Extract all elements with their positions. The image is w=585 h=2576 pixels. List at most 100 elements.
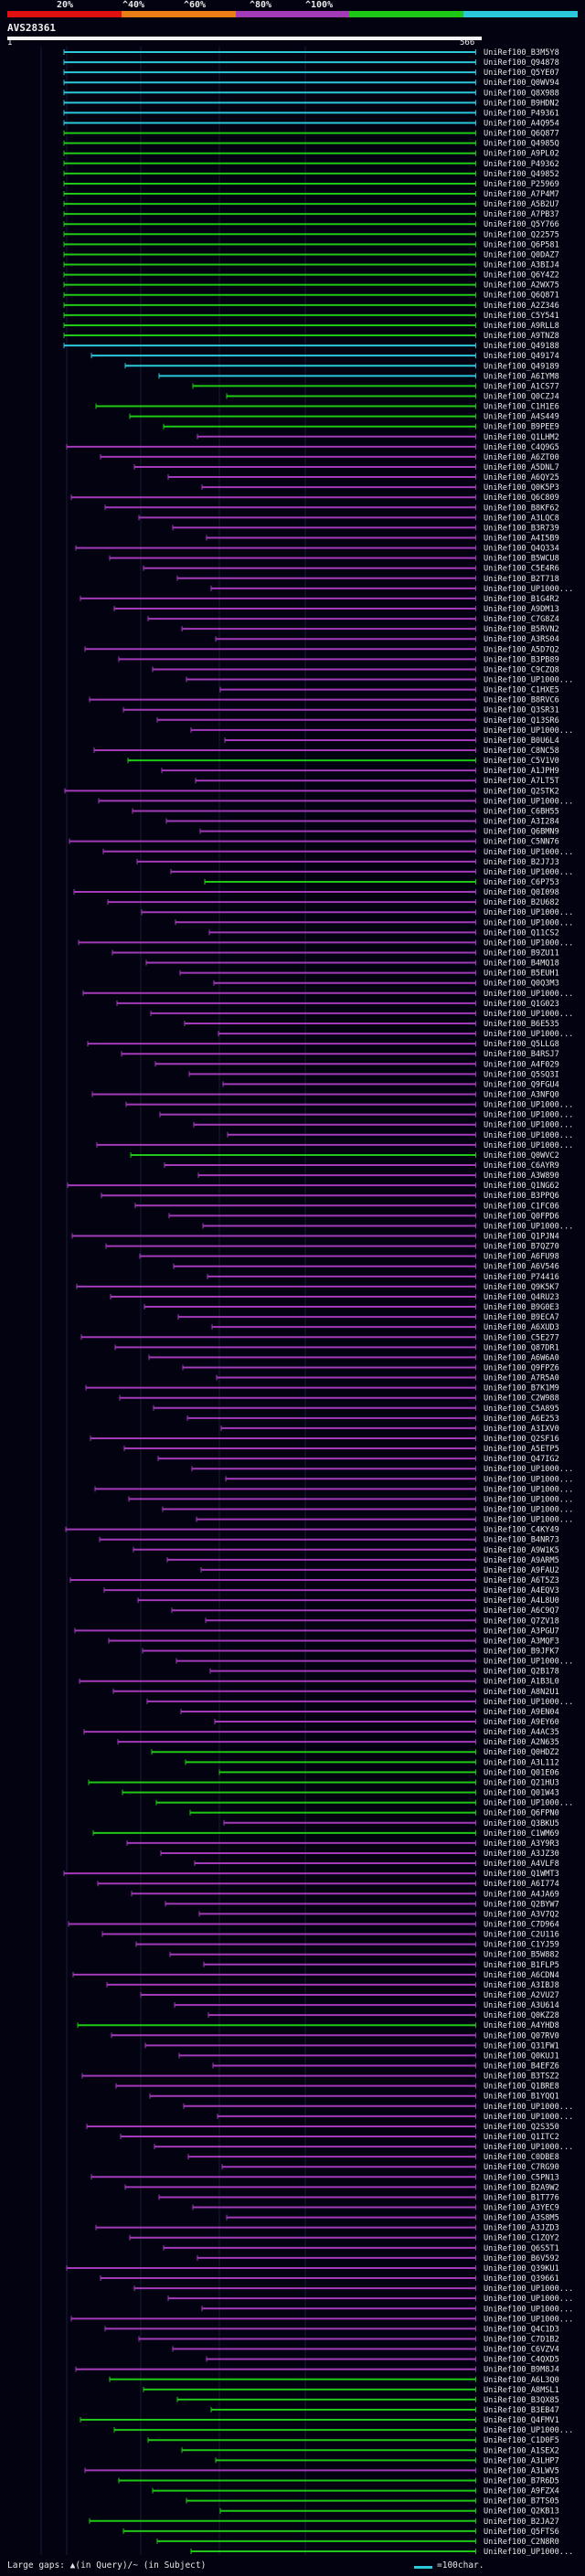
hit-label[interactable]: UniRef100_Q7ZV18 — [484, 1617, 559, 1626]
hit-label[interactable]: UniRef100_UP1000... — [484, 726, 573, 736]
hit-label[interactable]: UniRef100_C1ZQY2 — [484, 2234, 559, 2243]
hit-label[interactable]: UniRef100_C6P753 — [484, 878, 559, 887]
hit-label[interactable]: UniRef100_A1JPH9 — [484, 767, 559, 776]
hit-label[interactable]: UniRef100_A3L112 — [484, 1758, 559, 1767]
hit-label[interactable]: UniRef100_A6IYM8 — [484, 372, 559, 381]
hit-label[interactable]: UniRef100_Q5Y766 — [484, 220, 559, 229]
hit-label[interactable]: UniRef100_A3YEC9 — [484, 2204, 559, 2213]
hit-label[interactable]: UniRef100_C4Q9G5 — [484, 443, 559, 452]
hit-label[interactable]: UniRef100_A3PGU7 — [484, 1627, 559, 1636]
hit-label[interactable]: UniRef100_A6I774 — [484, 1880, 559, 1889]
hit-label[interactable]: UniRef100_Q6Q871 — [484, 292, 559, 301]
hit-label[interactable]: UniRef100_A6T5Z3 — [484, 1576, 559, 1585]
hit-label[interactable]: UniRef100_Q8X988 — [484, 89, 559, 98]
hit-label[interactable]: UniRef100_P49361 — [484, 109, 559, 118]
hit-label[interactable]: UniRef100_UP1000... — [484, 2548, 573, 2557]
hit-label[interactable]: UniRef100_Q6P581 — [484, 240, 559, 249]
hit-label[interactable]: UniRef100_UP1000... — [484, 848, 573, 857]
hit-label[interactable]: UniRef100_B2A9W2 — [484, 2183, 559, 2192]
hit-label[interactable]: UniRef100_Q0KZ28 — [484, 2011, 559, 2020]
hit-label[interactable]: UniRef100_Q49852 — [484, 170, 559, 179]
hit-label[interactable]: UniRef100_A6XUD3 — [484, 1323, 559, 1332]
hit-label[interactable]: UniRef100_UP1000... — [484, 1141, 573, 1150]
hit-label[interactable]: UniRef100_B9PEE9 — [484, 423, 559, 432]
hit-label[interactable]: UniRef100_B3R739 — [484, 524, 559, 533]
hit-label[interactable]: UniRef100_A5DNL7 — [484, 463, 559, 472]
hit-label[interactable]: UniRef100_B7R6D5 — [484, 2476, 559, 2486]
hit-label[interactable]: UniRef100_Q39KU1 — [484, 2264, 559, 2274]
hit-label[interactable]: UniRef100_UP1000... — [484, 1475, 573, 1484]
hit-label[interactable]: UniRef100_A6W6A0 — [484, 1353, 559, 1362]
hit-label[interactable]: UniRef100_Q2B178 — [484, 1668, 559, 1677]
hit-label[interactable]: UniRef100_Q9K5K7 — [484, 1283, 559, 1292]
hit-label[interactable]: UniRef100_A2VU27 — [484, 1991, 559, 2000]
hit-label[interactable]: UniRef100_A9EN04 — [484, 1708, 559, 1717]
hit-label[interactable]: UniRef100_C2W988 — [484, 1394, 559, 1404]
hit-label[interactable]: UniRef100_C1D0F5 — [484, 2436, 559, 2445]
hit-label[interactable]: UniRef100_A3LWV5 — [484, 2466, 559, 2475]
hit-label[interactable]: UniRef100_A4YHD8 — [484, 2021, 559, 2030]
hit-label[interactable]: UniRef100_A6QY25 — [484, 473, 559, 482]
hit-label[interactable]: UniRef100_B3M5Y8 — [484, 48, 559, 58]
hit-label[interactable]: UniRef100_Q31FW1 — [484, 2041, 559, 2051]
hit-label[interactable]: UniRef100_A9ARM5 — [484, 1556, 559, 1565]
hit-label[interactable]: UniRef100_A7PB37 — [484, 210, 559, 219]
hit-label[interactable]: UniRef100_Q0WV94 — [484, 79, 559, 88]
hit-label[interactable]: UniRef100_A7P4M7 — [484, 190, 559, 199]
hit-label[interactable]: UniRef100_A4Q954 — [484, 120, 559, 129]
hit-label[interactable]: UniRef100_UP1000... — [484, 2305, 573, 2314]
hit-label[interactable]: UniRef100_A9W1K5 — [484, 1546, 559, 1555]
hit-label[interactable]: UniRef100_C6BH55 — [484, 807, 559, 816]
hit-label[interactable]: UniRef100_A6E253 — [484, 1415, 559, 1424]
hit-label[interactable]: UniRef100_B8RVC6 — [484, 696, 559, 705]
hit-label[interactable]: UniRef100_B5EUH1 — [484, 970, 559, 979]
hit-label[interactable]: UniRef100_UP1000... — [484, 1658, 573, 1667]
hit-label[interactable]: UniRef100_C2U116 — [484, 1931, 559, 1940]
hit-label[interactable]: UniRef100_A5B2U7 — [484, 200, 559, 209]
hit-label[interactable]: UniRef100_Q4RU23 — [484, 1293, 559, 1302]
hit-label[interactable]: UniRef100_A3BIJ4 — [484, 261, 559, 270]
hit-label[interactable]: UniRef100_C7D1B2 — [484, 2335, 559, 2344]
hit-label[interactable]: UniRef100_C5PN13 — [484, 2173, 559, 2182]
hit-label[interactable]: UniRef100_UP1000... — [484, 1698, 573, 1707]
hit-label[interactable]: UniRef100_Q5FTS6 — [484, 2528, 559, 2537]
hit-label[interactable]: UniRef100_B7K1M9 — [484, 1384, 559, 1394]
hit-label[interactable]: UniRef100_Q13SR6 — [484, 716, 559, 726]
hit-label[interactable]: UniRef100_Q2BYW7 — [484, 1900, 559, 1909]
hit-label[interactable]: UniRef100_UP1000... — [484, 918, 573, 928]
hit-label[interactable]: UniRef100_UP1000... — [484, 908, 573, 917]
hit-label[interactable]: UniRef100_A9EY60 — [484, 1718, 559, 1727]
hit-label[interactable]: UniRef100_Q1G023 — [484, 1000, 559, 1009]
hit-label[interactable]: UniRef100_C4KY49 — [484, 1526, 559, 1535]
hit-label[interactable]: UniRef100_UP1000... — [484, 676, 573, 685]
hit-label[interactable]: UniRef100_UP1000... — [484, 2315, 573, 2324]
hit-label[interactable]: UniRef100_A4F029 — [484, 1060, 559, 1069]
hit-label[interactable]: UniRef100_A2N635 — [484, 1738, 559, 1747]
hit-label[interactable]: UniRef100_B6V592 — [484, 2254, 559, 2263]
hit-label[interactable]: UniRef100_Q47IG2 — [484, 1455, 559, 1464]
hit-label[interactable]: UniRef100_B2T718 — [484, 575, 559, 584]
hit-label[interactable]: UniRef100_A9RLL8 — [484, 322, 559, 331]
hit-label[interactable]: UniRef100_UP1000... — [484, 797, 573, 806]
hit-label[interactable]: UniRef100_UP1000... — [484, 2426, 573, 2435]
hit-label[interactable]: UniRef100_Q3BKU5 — [484, 1819, 559, 1829]
hit-label[interactable]: UniRef100_C9CZQ8 — [484, 665, 559, 674]
hit-label[interactable]: UniRef100_B4RSJ7 — [484, 1050, 559, 1059]
hit-label[interactable]: UniRef100_A5D7Q2 — [484, 645, 559, 654]
hit-label[interactable]: UniRef100_A3W890 — [484, 1171, 559, 1181]
hit-label[interactable]: UniRef100_C2N8R0 — [484, 2538, 559, 2547]
hit-label[interactable]: UniRef100_A3S8M5 — [484, 2214, 559, 2223]
hit-label[interactable]: UniRef100_Q0CZJ4 — [484, 392, 559, 401]
hit-label[interactable]: UniRef100_UP1000... — [484, 938, 573, 948]
hit-label[interactable]: UniRef100_B0U6L4 — [484, 737, 559, 746]
hit-label[interactable]: UniRef100_A1CS77 — [484, 382, 559, 391]
hit-label[interactable]: UniRef100_C5Y541 — [484, 312, 559, 321]
hit-label[interactable]: UniRef100_B8KF62 — [484, 504, 559, 513]
hit-label[interactable]: UniRef100_C5E277 — [484, 1333, 559, 1342]
hit-label[interactable]: UniRef100_Q87DR1 — [484, 1343, 559, 1352]
hit-label[interactable]: UniRef100_UP1000... — [484, 2295, 573, 2304]
hit-label[interactable]: UniRef100_UP1000... — [484, 1101, 573, 1110]
hit-label[interactable]: UniRef100_A9TNZ8 — [484, 332, 559, 341]
hit-label[interactable]: UniRef100_Q01E06 — [484, 1768, 559, 1777]
hit-label[interactable]: UniRef100_B9HDN2 — [484, 99, 559, 108]
